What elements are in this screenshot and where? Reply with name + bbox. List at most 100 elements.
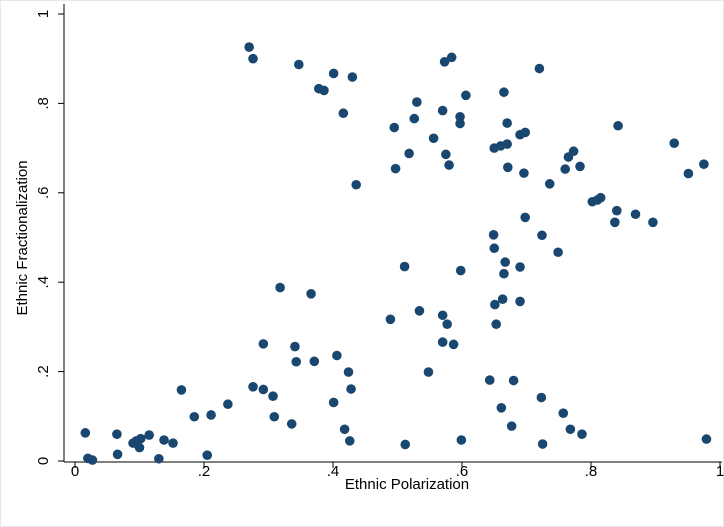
data-point	[346, 384, 356, 394]
data-point	[206, 410, 216, 420]
data-point	[502, 139, 512, 149]
data-point	[488, 230, 499, 240]
data-point	[112, 449, 123, 460]
data-point	[248, 381, 258, 392]
data-point	[683, 168, 694, 179]
data-point	[446, 52, 457, 63]
data-point	[648, 217, 658, 228]
data-point	[544, 179, 555, 189]
data-point	[309, 356, 320, 367]
data-point	[699, 159, 709, 169]
data-point	[176, 385, 187, 395]
data-point	[291, 356, 302, 367]
data-point	[565, 424, 576, 435]
data-point	[135, 433, 146, 444]
data-point	[444, 160, 454, 170]
data-point	[515, 296, 525, 307]
data-point	[144, 430, 154, 440]
data-point	[610, 217, 620, 228]
data-point	[441, 149, 451, 160]
axes: 0 .2 .4 .6 .8 1 0 .2 .4 .6 .8 1	[35, 4, 724, 480]
y-tick-label: .2	[35, 365, 52, 378]
data-point	[290, 341, 300, 352]
data-point	[428, 133, 439, 144]
data-point	[347, 72, 358, 82]
data-point	[515, 262, 525, 272]
data-point	[294, 59, 304, 70]
data-point	[536, 392, 547, 403]
data-point	[258, 339, 269, 349]
data-point	[455, 118, 465, 129]
data-point	[275, 282, 285, 293]
data-point	[344, 436, 355, 446]
data-point	[560, 164, 570, 174]
data-point	[268, 391, 278, 401]
data-point	[385, 314, 396, 325]
data-point	[630, 209, 641, 220]
y-axis-title: Ethnic Fractionalization	[14, 160, 31, 315]
data-point	[154, 453, 164, 464]
data-points	[80, 42, 712, 465]
data-point	[502, 118, 512, 128]
data-point	[112, 429, 122, 439]
data-point	[409, 113, 420, 124]
data-point	[553, 247, 563, 258]
data-point	[558, 408, 569, 418]
data-point	[537, 230, 547, 241]
data-point	[412, 97, 422, 107]
data-point	[520, 127, 531, 138]
data-point	[437, 337, 448, 347]
plot-area	[64, 1, 722, 484]
data-point	[489, 243, 500, 254]
data-point	[437, 105, 448, 116]
data-point	[499, 87, 509, 98]
y-tick-label: .6	[35, 187, 52, 200]
data-point	[534, 63, 545, 74]
data-point	[319, 85, 329, 96]
data-point	[490, 299, 500, 310]
data-point	[332, 350, 342, 361]
data-point	[414, 306, 425, 316]
x-tick-label: 0	[71, 463, 79, 480]
data-point	[286, 419, 297, 429]
data-point	[343, 367, 354, 377]
y-tick-label: .8	[35, 97, 52, 110]
data-point	[87, 455, 98, 465]
x-tick-label: .4	[327, 463, 340, 480]
data-point	[455, 265, 466, 276]
x-tick-label: .6	[456, 463, 469, 480]
data-point	[202, 450, 213, 460]
data-point	[423, 367, 434, 377]
data-point	[500, 257, 511, 267]
data-point	[389, 122, 400, 133]
data-point	[269, 411, 280, 422]
data-point	[437, 310, 448, 321]
data-point	[448, 339, 459, 350]
data-point	[404, 148, 414, 159]
data-point	[439, 57, 450, 67]
data-point	[497, 294, 508, 304]
x-axis-title: Ethnic Polarization	[345, 476, 469, 493]
data-point	[442, 319, 452, 330]
data-point	[338, 108, 349, 119]
data-point	[248, 53, 258, 64]
data-point	[306, 289, 316, 299]
data-point	[168, 438, 178, 448]
data-point	[484, 375, 495, 385]
x-tick-label: .8	[585, 463, 598, 480]
data-point	[537, 439, 548, 449]
data-point	[506, 421, 517, 431]
data-point	[669, 138, 680, 148]
y-tick-label: 0	[35, 457, 52, 465]
data-point	[461, 90, 471, 101]
data-point	[339, 424, 350, 435]
data-point	[189, 411, 200, 422]
data-point	[613, 120, 623, 131]
x-tick-label: .2	[198, 463, 211, 480]
data-point	[159, 435, 169, 445]
data-point	[496, 403, 507, 413]
data-point	[568, 146, 579, 157]
data-point	[520, 212, 531, 223]
data-point	[456, 435, 467, 445]
